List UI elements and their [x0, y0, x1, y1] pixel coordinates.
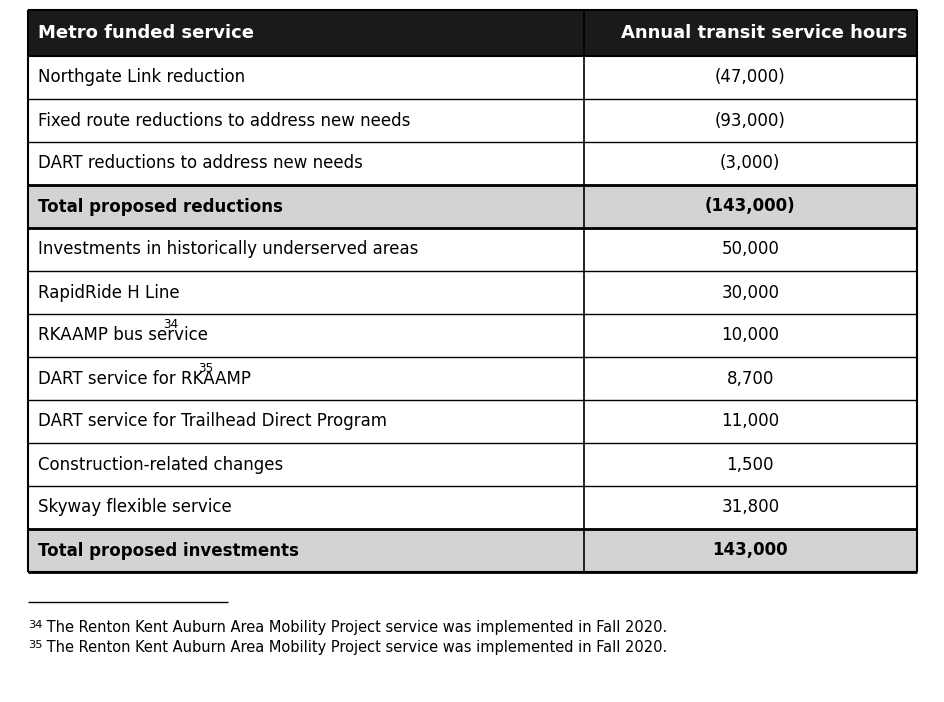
Bar	[28, 529, 916, 572]
Bar	[28, 99, 916, 142]
Text: 8,700: 8,700	[726, 369, 773, 388]
Text: 1,500: 1,500	[726, 456, 773, 474]
Text: 35: 35	[28, 640, 42, 650]
Text: DART service for Trailhead Direct Program: DART service for Trailhead Direct Progra…	[38, 413, 387, 430]
Bar	[28, 185, 916, 228]
Text: 35: 35	[198, 362, 213, 374]
Bar	[28, 271, 916, 314]
Bar	[28, 142, 916, 185]
Text: 31,800: 31,800	[720, 498, 779, 517]
Text: (3,000): (3,000)	[719, 154, 780, 173]
Text: Skyway flexible service: Skyway flexible service	[38, 498, 231, 517]
Text: RapidRide H Line: RapidRide H Line	[38, 284, 179, 301]
Text: DART reductions to address new needs: DART reductions to address new needs	[38, 154, 362, 173]
Text: 11,000: 11,000	[720, 413, 779, 430]
Text: Northgate Link reduction: Northgate Link reduction	[38, 69, 244, 86]
Text: 143,000: 143,000	[712, 541, 787, 559]
Text: Total proposed investments: Total proposed investments	[38, 541, 298, 559]
Text: 30,000: 30,000	[720, 284, 779, 301]
Bar	[28, 400, 916, 443]
Bar	[28, 443, 916, 486]
Text: (143,000): (143,000)	[704, 197, 795, 216]
Text: Total proposed reductions: Total proposed reductions	[38, 197, 282, 216]
Bar	[28, 10, 916, 56]
Text: 34: 34	[28, 620, 42, 630]
Text: DART service for RKAAMP: DART service for RKAAMP	[38, 369, 251, 388]
Text: (47,000): (47,000)	[715, 69, 784, 86]
Text: Construction-related changes: Construction-related changes	[38, 456, 283, 474]
Text: Fixed route reductions to address new needs: Fixed route reductions to address new ne…	[38, 112, 410, 129]
Text: Annual transit service hours: Annual transit service hours	[620, 24, 906, 42]
Text: 50,000: 50,000	[720, 241, 779, 258]
Bar	[28, 56, 916, 99]
Text: The Renton Kent Auburn Area Mobility Project service was implemented in Fall 202: The Renton Kent Auburn Area Mobility Pro…	[42, 640, 666, 655]
Bar	[28, 486, 916, 529]
Bar	[28, 228, 916, 271]
Text: Investments in historically underserved areas: Investments in historically underserved …	[38, 241, 418, 258]
Bar	[28, 357, 916, 400]
Text: Metro funded service: Metro funded service	[38, 24, 254, 42]
Text: 10,000: 10,000	[720, 326, 779, 345]
Text: The Renton Kent Auburn Area Mobility Project service was implemented in Fall 202: The Renton Kent Auburn Area Mobility Pro…	[42, 620, 666, 635]
Text: (93,000): (93,000)	[714, 112, 784, 129]
Bar	[28, 314, 916, 357]
Text: 34: 34	[163, 319, 178, 331]
Text: RKAAMP bus service: RKAAMP bus service	[38, 326, 208, 345]
